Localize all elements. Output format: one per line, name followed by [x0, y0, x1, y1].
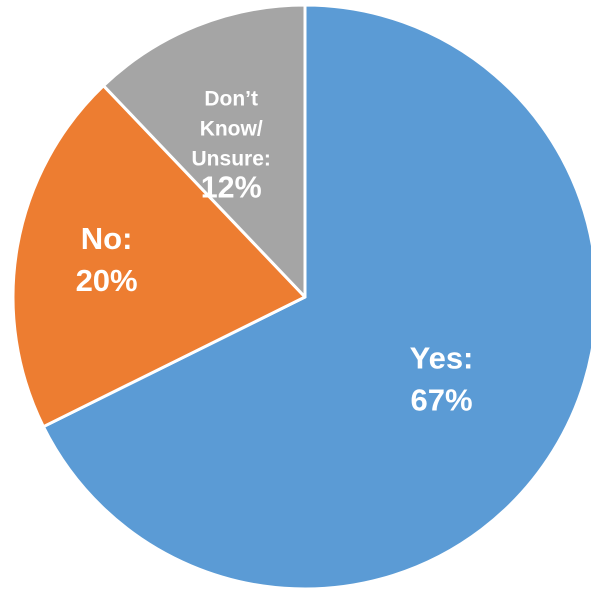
pie-slice-don-t-know-unsure [102, 3, 307, 299]
pie-label-line: 20% [76, 263, 138, 298]
pie-slices [11, 3, 591, 591]
pie-label-line: Know/ [200, 117, 263, 140]
pie-label-line: Don’t [204, 87, 258, 110]
pie-labels: Yes: 67% No: 20% Don’t Know/Unsure: 12% [76, 87, 474, 418]
pie-slice-yes [41, 3, 591, 591]
pie-label-line: 12% [201, 171, 262, 205]
pie-label-no: No: 20% [76, 221, 138, 298]
pie-label-line: Unsure: [192, 147, 271, 170]
pie-label-line: Yes: [410, 341, 474, 376]
pie-label-line: No: [81, 221, 133, 256]
pie-label-line: 67% [410, 383, 472, 418]
pie-label-yes: Yes: 67% [410, 341, 474, 418]
pie-label-don-t-know-unsure: Don’t Know/Unsure: 12% [192, 87, 271, 205]
pie-slice-no [11, 84, 307, 429]
